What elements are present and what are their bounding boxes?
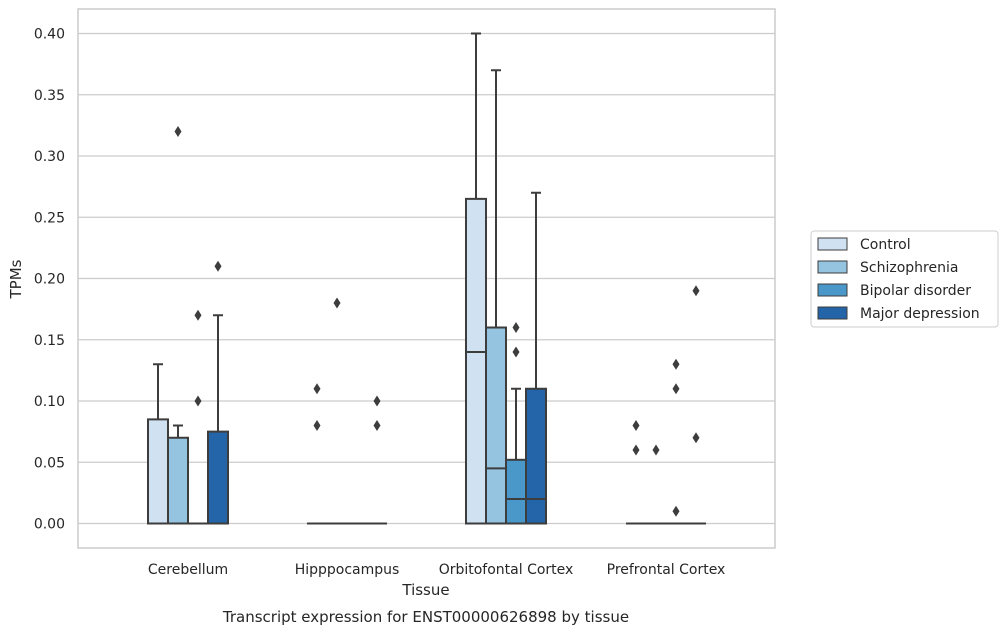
- outlier-point: [672, 383, 680, 395]
- outlier-point: [373, 420, 381, 431]
- x-axis-title: Tissue: [401, 581, 449, 599]
- box-major-depression-0: [207, 260, 229, 525]
- outlier-point: [652, 444, 660, 456]
- outlier-point: [632, 420, 640, 431]
- box-bipolar-disorder-0: [188, 309, 208, 525]
- y-tick-label: 0.25: [34, 210, 65, 226]
- y-tick-label: 0.05: [34, 455, 65, 471]
- y-tick-labels: 0.00 0.05 0.10 0.15 0.20 0.25 0.30 0.35 0.40: [34, 27, 65, 533]
- y-tick-label: 0.35: [34, 88, 65, 104]
- legend-swatch: [817, 306, 848, 320]
- box-bipolar-disorder-3: [666, 358, 686, 525]
- outlier-point: [632, 444, 640, 456]
- legend: Control Schizophrenia Bipolar disorder Majo…: [810, 230, 999, 328]
- y-tick-label: 0.15: [34, 333, 65, 349]
- outlier-point: [692, 285, 700, 297]
- outlier-point: [333, 297, 341, 309]
- legend-swatch: [817, 283, 848, 297]
- outlier-point: [512, 346, 520, 358]
- legend-label: Schizophrenia: [860, 260, 958, 276]
- box-body: [207, 430, 229, 525]
- box-control-3: [626, 420, 646, 525]
- box-body: [505, 458, 527, 525]
- outlier-point: [174, 126, 182, 137]
- gridlines: [78, 32, 775, 525]
- box-schizophrenia-2: [485, 69, 507, 525]
- y-tick-label: 0.30: [34, 149, 65, 165]
- outlier-point: [512, 322, 520, 333]
- box-schizophrenia-3: [646, 444, 666, 525]
- outlier-point: [672, 358, 680, 370]
- box-major-depression-2: [525, 191, 547, 525]
- x-tick-label: Hipppocampus: [295, 562, 400, 578]
- y-tick-label: 0.10: [34, 394, 65, 410]
- y-tick-label: 0.40: [34, 27, 65, 43]
- y-tick-label: 0.20: [34, 272, 65, 288]
- chart-caption: Transcript expression for ENST0000062689…: [222, 608, 629, 626]
- outlier-point: [313, 383, 321, 395]
- legend-swatch: [817, 260, 848, 274]
- outlier-point: [373, 395, 381, 407]
- legend-label: Major depression: [860, 306, 980, 322]
- box-body: [167, 436, 189, 525]
- box-schizophrenia-1: [327, 297, 347, 525]
- y-axis-title: TPMs: [7, 259, 25, 299]
- box-schizophrenia-0: [167, 126, 189, 525]
- box-control-0: [147, 363, 169, 525]
- legend-label: Bipolar disorder: [860, 283, 971, 299]
- box-control-1: [307, 383, 327, 525]
- box-major-depression-3: [686, 285, 706, 525]
- outlier-point: [194, 309, 202, 321]
- box-bipolar-disorder-2: [505, 322, 527, 525]
- x-tick-label: Orbitofontal Cortex: [439, 562, 574, 578]
- legend-swatch: [817, 237, 848, 251]
- outlier-point: [194, 395, 202, 407]
- legend-label: Control: [860, 237, 911, 253]
- x-tick-label: Prefrontal Cortex: [607, 562, 726, 578]
- box-body: [525, 387, 547, 525]
- outlier-point: [692, 432, 700, 444]
- plot-area-frame: [77, 8, 776, 549]
- box-major-depression-1: [367, 395, 387, 525]
- boxes: [147, 32, 706, 525]
- box-body: [465, 197, 487, 525]
- legend-frame: [810, 230, 999, 328]
- outlier-point: [214, 260, 222, 272]
- outlier-point: [672, 505, 680, 517]
- y-tick-label: 0.00: [34, 517, 65, 533]
- box-body: [485, 326, 507, 525]
- outlier-point: [313, 420, 321, 431]
- x-tick-label: Cerebellum: [148, 562, 228, 578]
- box-control-2: [465, 32, 487, 525]
- box-body: [147, 418, 169, 525]
- x-tick-labels: Cerebellum Hipppocampus Orbitofontal Corte…: [148, 562, 725, 578]
